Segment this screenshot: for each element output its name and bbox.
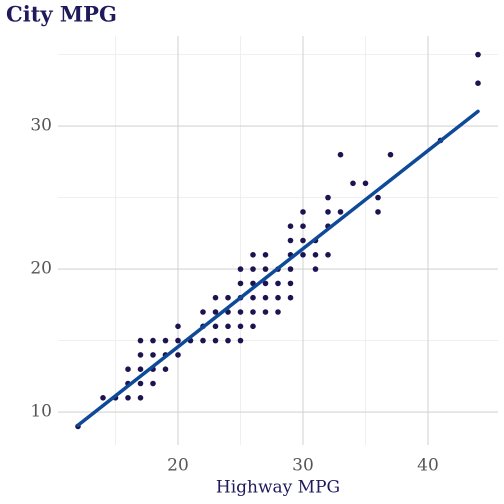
point: [175, 352, 181, 358]
point: [325, 209, 331, 215]
x-tick-label: 30: [292, 456, 314, 476]
point: [287, 237, 294, 244]
point: [250, 294, 256, 301]
point: [387, 151, 394, 158]
point: [262, 252, 269, 258]
point: [100, 395, 106, 401]
point: [200, 337, 206, 344]
point: [225, 337, 231, 344]
point: [225, 294, 231, 301]
point: [125, 366, 131, 373]
point: [212, 309, 219, 315]
point: [237, 309, 244, 315]
point: [325, 252, 331, 258]
x-tick-label: 40: [417, 456, 439, 476]
point: [337, 209, 344, 215]
point: [250, 266, 256, 272]
point: [287, 223, 294, 229]
point: [212, 294, 219, 301]
point: [475, 51, 481, 58]
point: [237, 323, 244, 330]
point: [150, 337, 156, 344]
point: [137, 395, 144, 401]
y-tick-label: 30: [30, 116, 52, 136]
point: [312, 266, 319, 272]
point: [162, 337, 169, 344]
y-tick-label: 10: [30, 402, 52, 422]
point: [150, 380, 156, 387]
point: [325, 194, 331, 201]
point: [212, 337, 219, 344]
point: [137, 366, 144, 373]
point: [237, 280, 244, 287]
x-tick-label: 20: [167, 456, 189, 476]
point: [162, 366, 169, 373]
point: [287, 280, 294, 287]
point: [212, 323, 219, 330]
point: [250, 309, 256, 315]
x-axis-label: Highway MPG: [216, 478, 340, 498]
y-tick-label: 20: [30, 259, 52, 279]
point: [150, 352, 156, 358]
point: [275, 309, 281, 315]
point: [237, 337, 244, 344]
point: [262, 266, 269, 272]
point: [287, 294, 294, 301]
point: [137, 380, 144, 387]
point: [300, 237, 306, 244]
point: [137, 337, 144, 344]
point: [262, 309, 269, 315]
point: [275, 280, 281, 287]
point: [225, 323, 231, 330]
point: [137, 352, 144, 358]
point: [300, 209, 306, 215]
point: [312, 252, 319, 258]
point: [475, 80, 481, 86]
point: [275, 294, 281, 301]
point: [262, 280, 269, 287]
point: [300, 223, 306, 229]
point: [200, 309, 206, 315]
point: [250, 252, 256, 258]
point: [300, 252, 306, 258]
point: [287, 266, 294, 272]
point: [375, 209, 381, 215]
point: [362, 180, 369, 187]
point: [175, 337, 181, 344]
chart-title: City MPG: [6, 2, 117, 27]
point: [237, 266, 244, 272]
regression-line: [76, 109, 480, 428]
point: [175, 323, 181, 330]
point: [375, 194, 381, 201]
point: [350, 180, 356, 187]
point: [125, 395, 131, 401]
point: [337, 151, 344, 158]
point: [262, 294, 269, 301]
point: [250, 323, 256, 330]
